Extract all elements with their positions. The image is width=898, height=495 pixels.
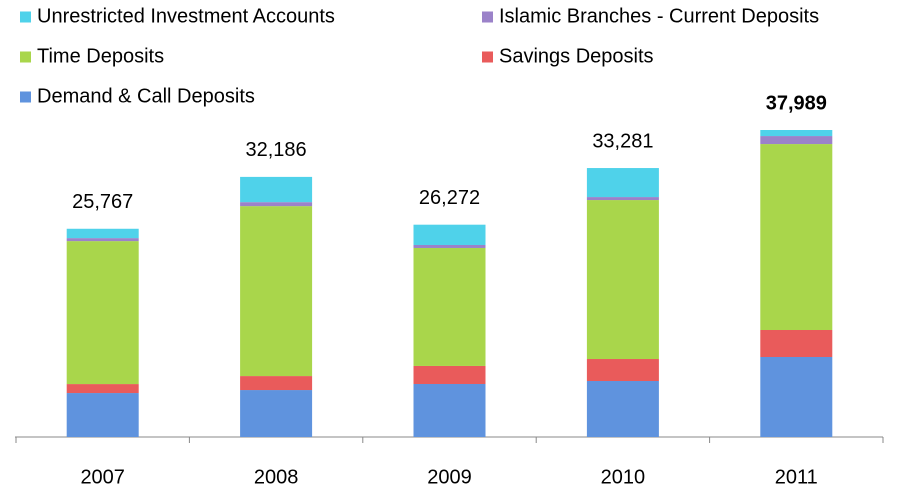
total-label: 33,281 <box>592 130 653 152</box>
bar-segment <box>586 380 659 437</box>
bar-segment <box>240 206 313 377</box>
legend-label: Savings Deposits <box>499 45 654 67</box>
bar-segment <box>586 359 659 381</box>
total-label: 26,272 <box>419 187 480 209</box>
bar-segment <box>66 238 139 242</box>
bar-segment <box>586 168 659 198</box>
bar-segment <box>586 200 659 360</box>
total-label: 25,767 <box>72 191 133 213</box>
total-label: 37,989 <box>766 92 827 114</box>
legend-label: Time Deposits <box>37 45 164 67</box>
bar-segment <box>413 383 486 437</box>
x-tick-label: 2008 <box>254 466 299 488</box>
bar-segment <box>240 176 313 203</box>
bar-segment <box>66 384 139 394</box>
x-tick-label: 2007 <box>80 466 125 488</box>
bar-segment <box>240 376 313 391</box>
bar-segment <box>240 390 313 437</box>
bar-segment <box>413 365 486 384</box>
bar-segment <box>760 144 833 331</box>
legend-swatch <box>20 91 31 103</box>
bar-segment <box>586 197 659 201</box>
bar-segment <box>240 202 313 207</box>
legend-swatch <box>20 11 31 23</box>
legend-label: Demand & Call Deposits <box>37 85 255 107</box>
bar-segment <box>413 244 486 248</box>
bar-segment <box>760 130 833 137</box>
legend-swatch <box>482 11 493 23</box>
legend-swatch <box>482 51 493 63</box>
total-label: 32,186 <box>246 139 307 161</box>
bar-segment <box>760 330 833 357</box>
bar-segment <box>66 241 139 385</box>
bar-segment <box>66 228 139 239</box>
bar-segment <box>66 393 139 437</box>
x-tick-label: 2009 <box>427 466 472 488</box>
legend-label: Islamic Branches - Current Deposits <box>499 5 819 27</box>
x-tick-label: 2011 <box>775 466 818 488</box>
x-tick-label: 2010 <box>601 466 646 488</box>
bar-segment <box>760 136 833 145</box>
bar-segment <box>413 247 486 366</box>
bar-segment <box>413 224 486 245</box>
legend-swatch <box>20 51 31 63</box>
bar-segment <box>760 356 833 437</box>
legend-label: Unrestricted Investment Accounts <box>37 5 335 27</box>
